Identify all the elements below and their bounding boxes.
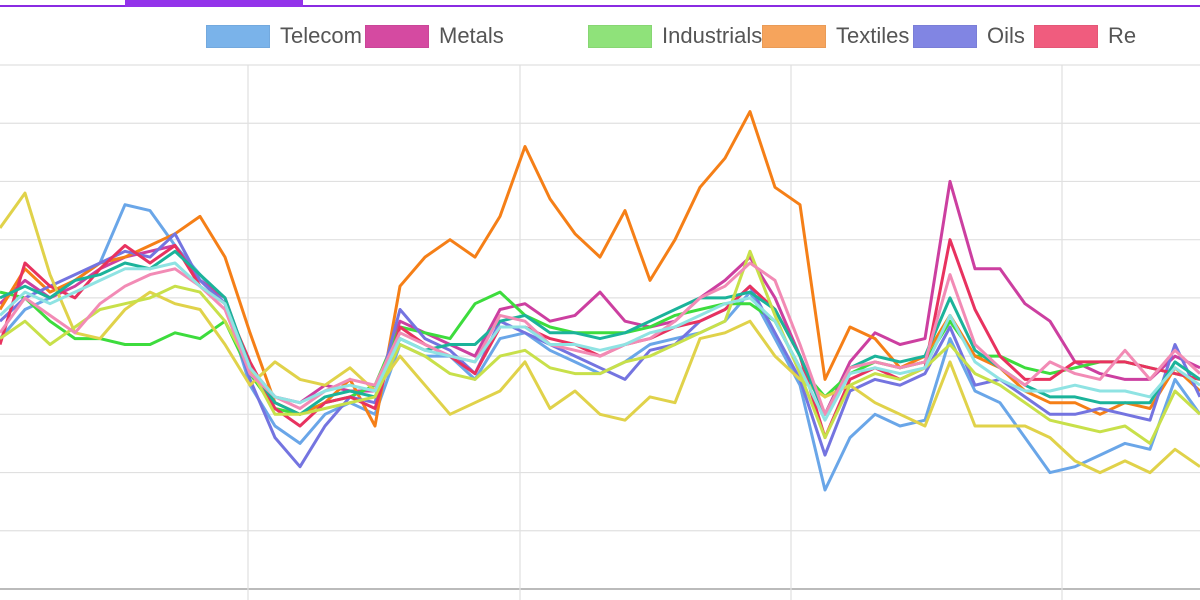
legend-swatch [1034,24,1098,48]
series-line-industrials [0,290,1200,416]
legend-label: Industrials [662,23,763,48]
legend-item-telecom[interactable]: Telecom [206,23,362,49]
series-line-telecom [0,203,1200,492]
series-line-unnamed-7 [0,249,1200,416]
legend-swatch [365,24,429,48]
top-border [0,5,1200,7]
legend-item-metals[interactable]: Metals [365,23,504,49]
series-line-unnamed-10 [0,261,1200,422]
series-line-unnamed-8 [0,249,1200,445]
legend-label: Telecom [280,23,362,48]
legend-swatch [913,24,977,48]
series-line-metals [0,179,1200,416]
legend-item-oils[interactable]: Oils [913,23,1025,49]
legend-item-re[interactable]: Re [1034,23,1136,49]
legend-swatch [588,24,652,48]
legend-label: Re [1108,23,1137,48]
series-line-unnamed-9 [0,261,1200,416]
legend-label: Oils [987,23,1025,48]
legend-swatch [762,24,826,48]
active-tab-indicator[interactable] [125,0,303,7]
series-line-re [0,238,1200,440]
legend: Telecom Metals Industrials Textiles Oils… [0,23,1200,49]
legend-label: Textiles [836,23,910,48]
series-line-textiles [0,110,1200,428]
legend-item-textiles[interactable]: Textiles [762,23,909,49]
legend-item-industrials[interactable]: Industrials [588,23,762,49]
series-line-oils [0,232,1200,469]
series-line-unnamed-6 [0,191,1200,475]
legend-swatch [206,24,270,48]
legend-label: Metals [439,23,504,48]
